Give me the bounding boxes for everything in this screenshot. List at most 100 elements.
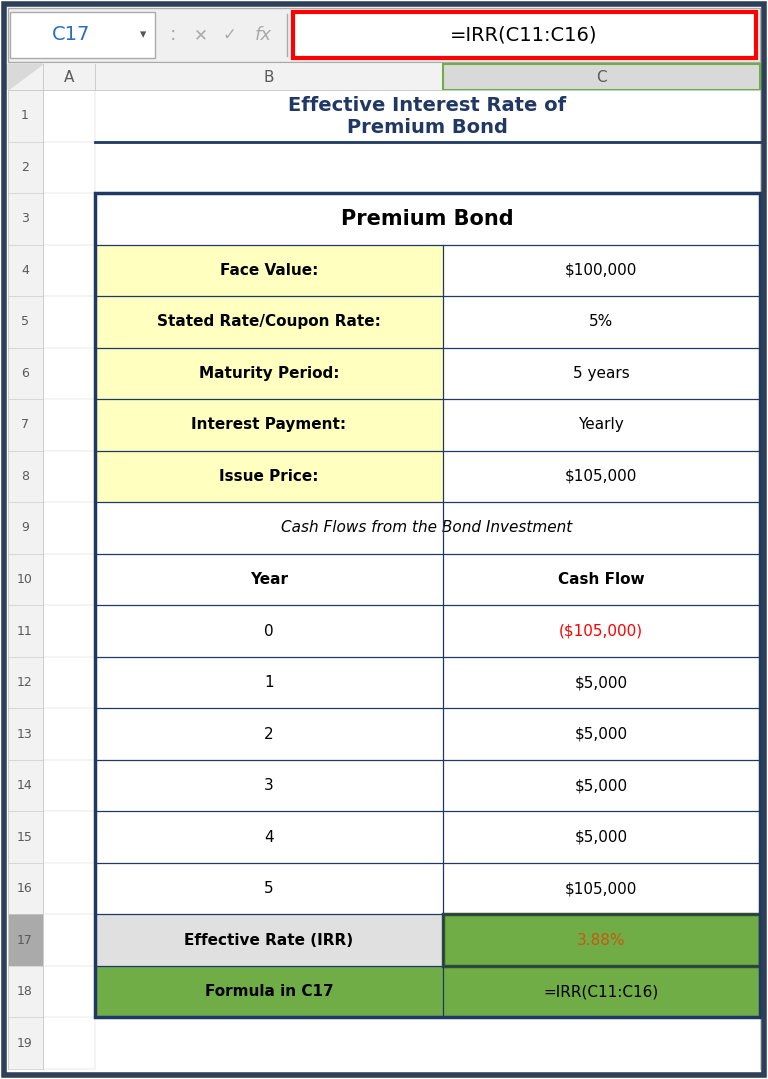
FancyBboxPatch shape	[443, 966, 760, 1017]
FancyBboxPatch shape	[95, 193, 760, 1017]
FancyBboxPatch shape	[8, 760, 43, 811]
Text: C17: C17	[51, 26, 90, 44]
FancyBboxPatch shape	[43, 347, 95, 399]
FancyBboxPatch shape	[95, 554, 443, 605]
Text: 17: 17	[17, 933, 33, 946]
FancyBboxPatch shape	[95, 605, 443, 657]
FancyBboxPatch shape	[8, 657, 43, 708]
FancyBboxPatch shape	[293, 12, 756, 58]
FancyBboxPatch shape	[95, 90, 760, 141]
FancyBboxPatch shape	[8, 193, 43, 245]
Text: ✓: ✓	[222, 26, 236, 44]
Text: 2: 2	[21, 161, 29, 174]
Text: 3.88%: 3.88%	[577, 932, 625, 947]
FancyBboxPatch shape	[443, 760, 760, 811]
Text: 11: 11	[17, 625, 33, 638]
Text: 14: 14	[17, 779, 33, 792]
FancyBboxPatch shape	[95, 347, 443, 399]
FancyBboxPatch shape	[443, 451, 760, 502]
Text: Formula in C17: Formula in C17	[205, 984, 333, 999]
FancyBboxPatch shape	[8, 554, 43, 605]
Text: $5,000: $5,000	[574, 675, 627, 691]
FancyBboxPatch shape	[8, 914, 43, 966]
FancyBboxPatch shape	[443, 914, 760, 966]
FancyBboxPatch shape	[95, 502, 760, 554]
FancyBboxPatch shape	[443, 296, 760, 347]
Text: 2: 2	[264, 726, 274, 741]
FancyBboxPatch shape	[8, 502, 43, 554]
Text: 0: 0	[264, 624, 274, 639]
Text: Premium Bond: Premium Bond	[341, 209, 513, 229]
Text: 1: 1	[21, 109, 29, 122]
FancyBboxPatch shape	[95, 760, 443, 811]
FancyBboxPatch shape	[43, 708, 95, 760]
FancyBboxPatch shape	[95, 451, 443, 502]
FancyBboxPatch shape	[8, 966, 43, 1017]
FancyBboxPatch shape	[8, 141, 43, 193]
FancyBboxPatch shape	[95, 966, 443, 1017]
FancyBboxPatch shape	[443, 399, 760, 451]
Text: $105,000: $105,000	[564, 882, 637, 897]
Text: :: :	[170, 26, 176, 44]
FancyBboxPatch shape	[443, 657, 760, 708]
FancyBboxPatch shape	[8, 347, 43, 399]
Text: 3: 3	[21, 213, 29, 226]
Text: Effective Interest Rate of: Effective Interest Rate of	[288, 96, 566, 115]
FancyBboxPatch shape	[43, 90, 95, 141]
FancyBboxPatch shape	[443, 605, 760, 657]
FancyBboxPatch shape	[43, 141, 95, 193]
Text: 19: 19	[17, 1037, 33, 1050]
FancyBboxPatch shape	[43, 502, 95, 554]
FancyBboxPatch shape	[95, 245, 443, 296]
Text: $105,000: $105,000	[564, 469, 637, 484]
Text: Stated Rate/Coupon Rate:: Stated Rate/Coupon Rate:	[157, 314, 381, 329]
Text: 5 years: 5 years	[573, 366, 629, 381]
Text: 15: 15	[17, 831, 33, 844]
FancyBboxPatch shape	[8, 1017, 43, 1069]
Text: 3: 3	[264, 778, 274, 793]
FancyBboxPatch shape	[8, 296, 43, 347]
Text: ✕: ✕	[194, 26, 208, 44]
Text: ▾: ▾	[140, 28, 146, 41]
Text: Year: Year	[250, 572, 288, 587]
Text: Face Value:: Face Value:	[220, 263, 318, 277]
Text: 3.88%: 3.88%	[577, 932, 625, 947]
Text: ($105,000): ($105,000)	[559, 624, 643, 639]
Text: 5%: 5%	[589, 314, 613, 329]
FancyBboxPatch shape	[8, 245, 43, 296]
Text: 4: 4	[21, 264, 29, 277]
FancyBboxPatch shape	[443, 708, 760, 760]
FancyBboxPatch shape	[8, 863, 43, 914]
Text: 10: 10	[17, 573, 33, 586]
FancyBboxPatch shape	[95, 811, 443, 863]
FancyBboxPatch shape	[95, 914, 443, 966]
Text: =IRR(C11:C16): =IRR(C11:C16)	[450, 26, 598, 44]
FancyBboxPatch shape	[43, 657, 95, 708]
FancyBboxPatch shape	[95, 708, 443, 760]
Text: 4: 4	[264, 830, 274, 845]
Text: Cash Flows from the Bond Investment: Cash Flows from the Bond Investment	[281, 520, 573, 535]
FancyBboxPatch shape	[43, 451, 95, 502]
Text: A: A	[64, 69, 74, 84]
FancyBboxPatch shape	[95, 399, 443, 451]
FancyBboxPatch shape	[443, 914, 760, 966]
FancyBboxPatch shape	[8, 399, 43, 451]
FancyBboxPatch shape	[8, 605, 43, 657]
FancyBboxPatch shape	[43, 811, 95, 863]
FancyBboxPatch shape	[8, 64, 760, 90]
FancyBboxPatch shape	[43, 966, 95, 1017]
FancyBboxPatch shape	[8, 811, 43, 863]
FancyBboxPatch shape	[8, 708, 43, 760]
FancyBboxPatch shape	[43, 399, 95, 451]
Text: $5,000: $5,000	[574, 726, 627, 741]
Text: $100,000: $100,000	[564, 263, 637, 277]
Polygon shape	[8, 64, 43, 90]
FancyBboxPatch shape	[43, 863, 95, 914]
Text: 7: 7	[21, 419, 29, 432]
Text: 6: 6	[21, 367, 29, 380]
FancyBboxPatch shape	[43, 245, 95, 296]
Text: Effective Rate (IRR): Effective Rate (IRR)	[184, 932, 353, 947]
Text: Cash Flow: Cash Flow	[558, 572, 644, 587]
Text: Yearly: Yearly	[578, 418, 624, 433]
Text: 8: 8	[21, 470, 29, 483]
